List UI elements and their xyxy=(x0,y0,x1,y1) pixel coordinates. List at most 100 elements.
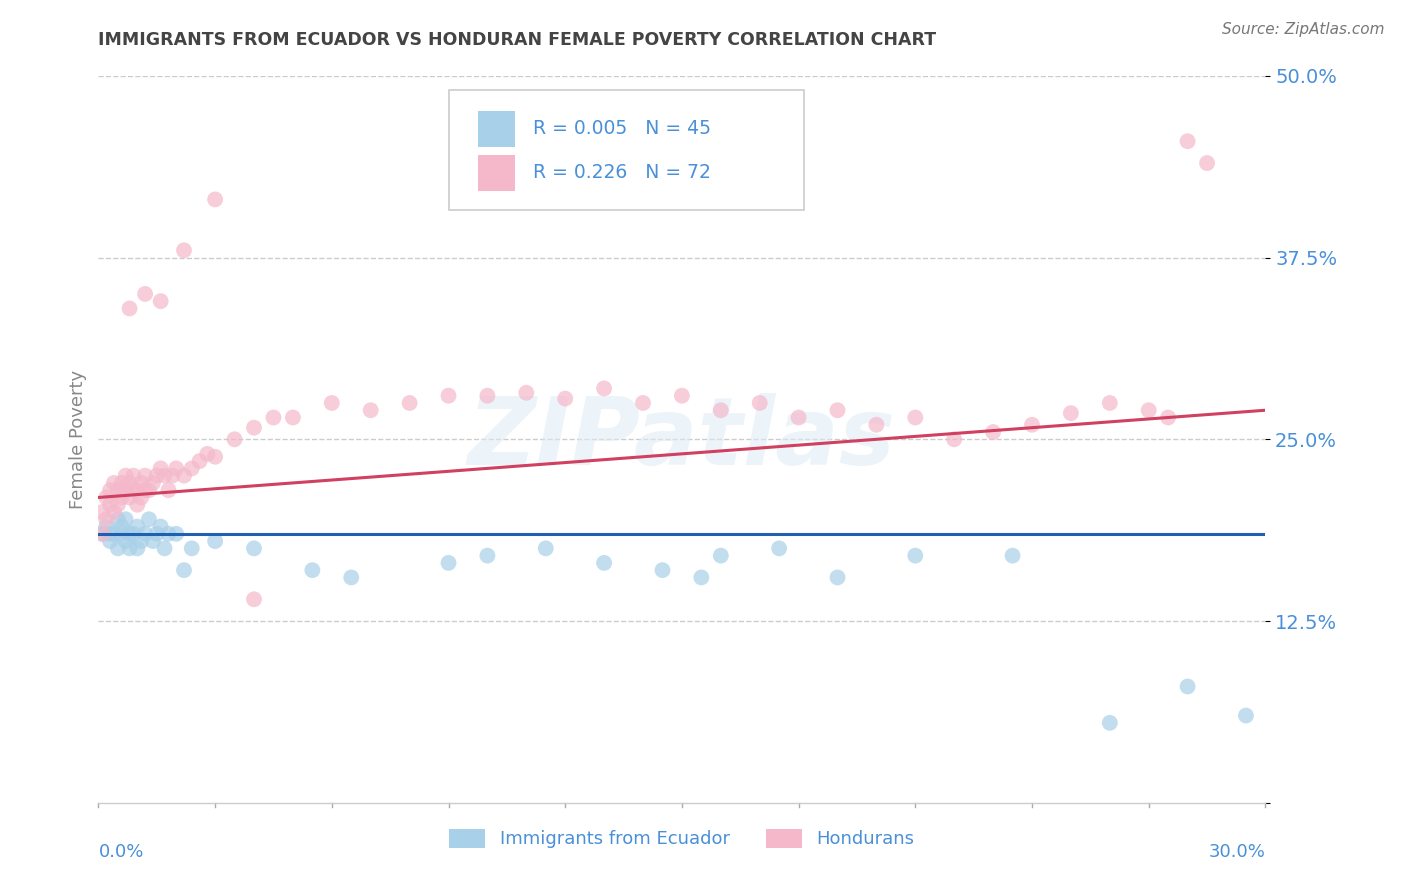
Text: IMMIGRANTS FROM ECUADOR VS HONDURAN FEMALE POVERTY CORRELATION CHART: IMMIGRANTS FROM ECUADOR VS HONDURAN FEMA… xyxy=(98,31,936,49)
Point xyxy=(142,534,165,549)
Point xyxy=(129,491,152,505)
Point xyxy=(96,512,118,526)
Point xyxy=(787,410,810,425)
Point xyxy=(651,563,673,577)
Point xyxy=(593,381,616,395)
Point xyxy=(204,534,226,549)
Point xyxy=(173,563,195,577)
Point xyxy=(690,570,713,584)
Point xyxy=(301,563,323,577)
Point xyxy=(96,519,118,533)
Point xyxy=(127,541,149,556)
Point xyxy=(114,483,136,498)
Point xyxy=(827,570,849,584)
Point xyxy=(321,396,343,410)
Legend: Immigrants from Ecuador, Hondurans: Immigrants from Ecuador, Hondurans xyxy=(441,822,922,855)
Point xyxy=(554,392,576,406)
Point xyxy=(134,287,156,301)
Point xyxy=(748,396,770,410)
Point xyxy=(1177,680,1199,694)
Y-axis label: Female Poverty: Female Poverty xyxy=(69,370,87,508)
Text: ZIPatlas: ZIPatlas xyxy=(468,393,896,485)
Point xyxy=(103,505,125,519)
Point xyxy=(515,385,537,400)
Point xyxy=(204,193,226,207)
Point xyxy=(122,526,145,541)
Point xyxy=(107,498,129,512)
Point xyxy=(91,526,114,541)
Point xyxy=(153,541,176,556)
Point xyxy=(129,475,152,490)
Point xyxy=(149,294,172,309)
Point xyxy=(134,483,156,498)
Point xyxy=(243,420,266,434)
Point xyxy=(114,534,136,549)
Point xyxy=(1001,549,1024,563)
Point xyxy=(180,461,202,475)
Point xyxy=(904,549,927,563)
Point xyxy=(281,410,304,425)
Point xyxy=(157,526,180,541)
Point xyxy=(96,491,118,505)
Point xyxy=(146,468,169,483)
Point xyxy=(146,526,169,541)
Point xyxy=(340,570,363,584)
Point xyxy=(91,505,114,519)
Point xyxy=(138,512,160,526)
Text: 0.0%: 0.0% xyxy=(98,843,143,861)
Point xyxy=(262,410,284,425)
Point xyxy=(534,541,557,556)
FancyBboxPatch shape xyxy=(449,90,804,211)
Point xyxy=(142,475,165,490)
Point xyxy=(111,475,134,490)
Point xyxy=(243,541,266,556)
Point xyxy=(114,468,136,483)
Point xyxy=(114,512,136,526)
Point xyxy=(165,526,187,541)
Point xyxy=(593,556,616,570)
Point xyxy=(904,410,927,425)
Point xyxy=(943,432,966,446)
Point xyxy=(118,491,141,505)
Point xyxy=(1098,396,1121,410)
Point xyxy=(1021,417,1043,432)
Point xyxy=(111,519,134,533)
Point xyxy=(437,556,460,570)
Point xyxy=(111,526,134,541)
Point xyxy=(1098,715,1121,730)
Point xyxy=(671,389,693,403)
Point xyxy=(204,450,226,464)
Point xyxy=(127,498,149,512)
Point xyxy=(477,389,499,403)
FancyBboxPatch shape xyxy=(478,154,515,191)
Point xyxy=(173,468,195,483)
Point xyxy=(1234,708,1257,723)
Point xyxy=(165,461,187,475)
Point xyxy=(153,468,176,483)
Point xyxy=(118,526,141,541)
Point xyxy=(122,483,145,498)
Point xyxy=(127,483,149,498)
Point xyxy=(157,483,180,498)
Point xyxy=(1195,156,1218,170)
Point xyxy=(195,447,218,461)
Point xyxy=(1137,403,1160,417)
Point xyxy=(768,541,790,556)
Point xyxy=(162,468,184,483)
Point xyxy=(103,475,125,490)
Point xyxy=(107,512,129,526)
Text: 30.0%: 30.0% xyxy=(1209,843,1265,861)
Point xyxy=(127,519,149,533)
Point xyxy=(180,541,202,556)
Point xyxy=(98,534,121,549)
Point xyxy=(710,549,733,563)
Point xyxy=(188,454,211,468)
Point xyxy=(1177,134,1199,148)
Point xyxy=(477,549,499,563)
Point xyxy=(118,475,141,490)
Point xyxy=(118,541,141,556)
Point xyxy=(827,403,849,417)
Point xyxy=(107,483,129,498)
Point xyxy=(91,526,114,541)
Text: Source: ZipAtlas.com: Source: ZipAtlas.com xyxy=(1222,22,1385,37)
